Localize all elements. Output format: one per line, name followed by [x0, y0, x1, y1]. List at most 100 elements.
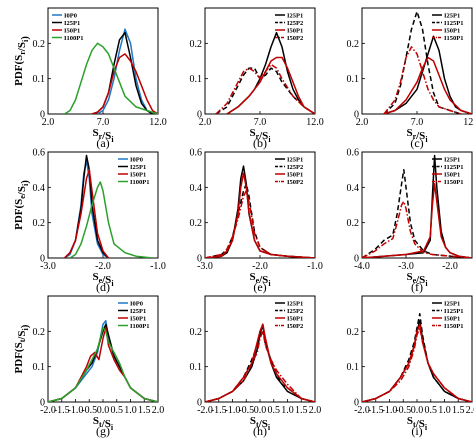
legend-label: I50P2 [287, 323, 303, 330]
series-line-i100p1 [69, 181, 153, 258]
series-line-i100p1 [64, 42, 158, 114]
y-tick-label: 0 [40, 398, 45, 409]
y-tick-label: 0.4 [33, 183, 46, 194]
panel-caption: (g) [96, 424, 110, 438]
legend-label: I100P1 [64, 35, 84, 42]
series-line-i100p1 [48, 327, 158, 402]
x-tick-label: 2.0 [309, 405, 322, 416]
series-line-i50p1 [383, 56, 472, 114]
y-tick-label: 0.2 [33, 218, 46, 229]
panel-f: -4.0 -3.0 -2.0 0 0.2 0.4 0.6 I25P1I125P1I50P1I1… [347, 148, 473, 294]
x-tick-label: -3.0 [398, 261, 414, 272]
series-line-i50p2 [215, 63, 315, 114]
x-tick-label: -1.5 [368, 405, 384, 416]
y-tick-label: 0 [40, 254, 45, 265]
x-axis-label: Se/Si [406, 271, 428, 288]
x-tick-label: 2.0 [199, 117, 212, 128]
legend-label: I50P1 [444, 171, 460, 178]
legend-label: I50P1 [287, 171, 303, 178]
y-tick-label: 0.2 [347, 327, 360, 338]
series-line-i50p1 [91, 53, 158, 114]
series-line-i25p1 [383, 35, 472, 114]
legend-label: I125P1 [444, 20, 464, 27]
legend-label: I25P2 [287, 20, 303, 27]
legend-label: I25P1 [287, 12, 303, 19]
panel-g: -2.0-1.5-1.0-0.5 0.0 0.5 1.0 1.5 2.0 0 0.1 0.2 I0… [13, 295, 165, 438]
y-tick-label: 0.6 [347, 148, 360, 159]
y-axis-label: PDF(St/Si) [13, 324, 31, 373]
x-tick-label: 0.0 [411, 405, 424, 416]
legend-label: I150P1 [444, 179, 464, 186]
legend-label: I125P1 [444, 164, 464, 171]
y-tick-label: 0.2 [190, 39, 203, 50]
panel-caption: (f) [411, 280, 423, 294]
panel-caption: (c) [410, 136, 423, 150]
x-tick-label: -2.0 [40, 405, 56, 416]
series-line-i0p0 [97, 28, 153, 114]
x-tick-label: -1.5 [54, 405, 70, 416]
y-tick-label: 0 [197, 254, 202, 265]
x-axis-label: Se/Si [249, 271, 271, 288]
legend-label: I25P1 [130, 308, 146, 315]
panel-e: -3.0 -2.0 -1.0 0 0.2 0.4 0.6 I25P1I25P2I50P1I50… [190, 148, 323, 295]
y-tick-label: 0.1 [33, 362, 46, 373]
y-axis-label: PDF(Se/Si) [13, 180, 31, 230]
x-tick-label: -3.0 [197, 261, 213, 272]
x-tick-label: 1.5 [138, 405, 151, 416]
series-line-i50p2 [205, 330, 315, 402]
y-axis-label: PDF(Sr/Si) [13, 36, 31, 86]
x-tick-label: -1.0 [307, 261, 323, 272]
x-tick-label: 12.0 [149, 117, 167, 128]
y-tick-label: 0.2 [190, 327, 203, 338]
plot-frame [361, 151, 473, 259]
y-tick-label: 0 [354, 254, 359, 265]
x-tick-label: -2.0 [252, 261, 268, 272]
legend-label: I125P1 [444, 308, 464, 315]
series-line-i50p1 [205, 172, 315, 258]
x-tick-label: 0.0 [97, 405, 110, 416]
panel-h: -2.0-1.5-1.0-0.5 0.0 0.5 1.0 1.5 2.0 0 0.1 0.2 I2… [190, 295, 322, 438]
legend-label: I25P1 [444, 156, 460, 163]
x-tick-label: -1.0 [150, 261, 166, 272]
legend-label: I50P1 [130, 171, 146, 178]
y-tick-label: 0.1 [347, 74, 360, 85]
y-tick-label: 0.2 [347, 218, 360, 229]
legend-label: I50P1 [444, 27, 460, 34]
panel-d: -3.0 -2.0 -1.0 0 0.2 0.4 0.6 I0P0I25P1I50P1I100… [13, 148, 166, 295]
x-tick-label: 2.0 [152, 405, 165, 416]
x-tick-label: -2.0 [354, 405, 370, 416]
x-axis-label: Sr/Si [92, 127, 114, 144]
y-tick-label: 0 [40, 110, 45, 121]
series-line-i50p1 [63, 168, 110, 258]
legend-label: I25P1 [444, 300, 460, 307]
x-tick-label: -0.5 [238, 405, 254, 416]
series-line-i150p1 [362, 327, 472, 402]
x-tick-label: 12.0 [306, 117, 324, 128]
x-tick-label: 2.0 [42, 117, 55, 128]
series-line-i50p1 [205, 323, 315, 402]
panel-caption: (e) [253, 280, 266, 294]
y-tick-label: 0.2 [33, 327, 46, 338]
y-tick-label: 0.4 [190, 183, 203, 194]
x-tick-label: -1.0 [68, 405, 84, 416]
y-tick-label: 0.2 [347, 39, 360, 50]
x-tick-label: -0.5 [395, 405, 411, 416]
y-tick-label: 0.1 [33, 74, 46, 85]
series-line-i50p1 [226, 56, 315, 114]
x-axis-label: Se/Si [92, 271, 114, 288]
x-tick-label: 1.0 [438, 405, 451, 416]
series-line-i150p1 [362, 200, 472, 258]
panel-caption: (h) [253, 424, 267, 438]
panel-caption: (b) [253, 136, 267, 150]
x-tick-label: 7.0 [97, 117, 110, 128]
y-tick-label: 0 [197, 110, 202, 121]
